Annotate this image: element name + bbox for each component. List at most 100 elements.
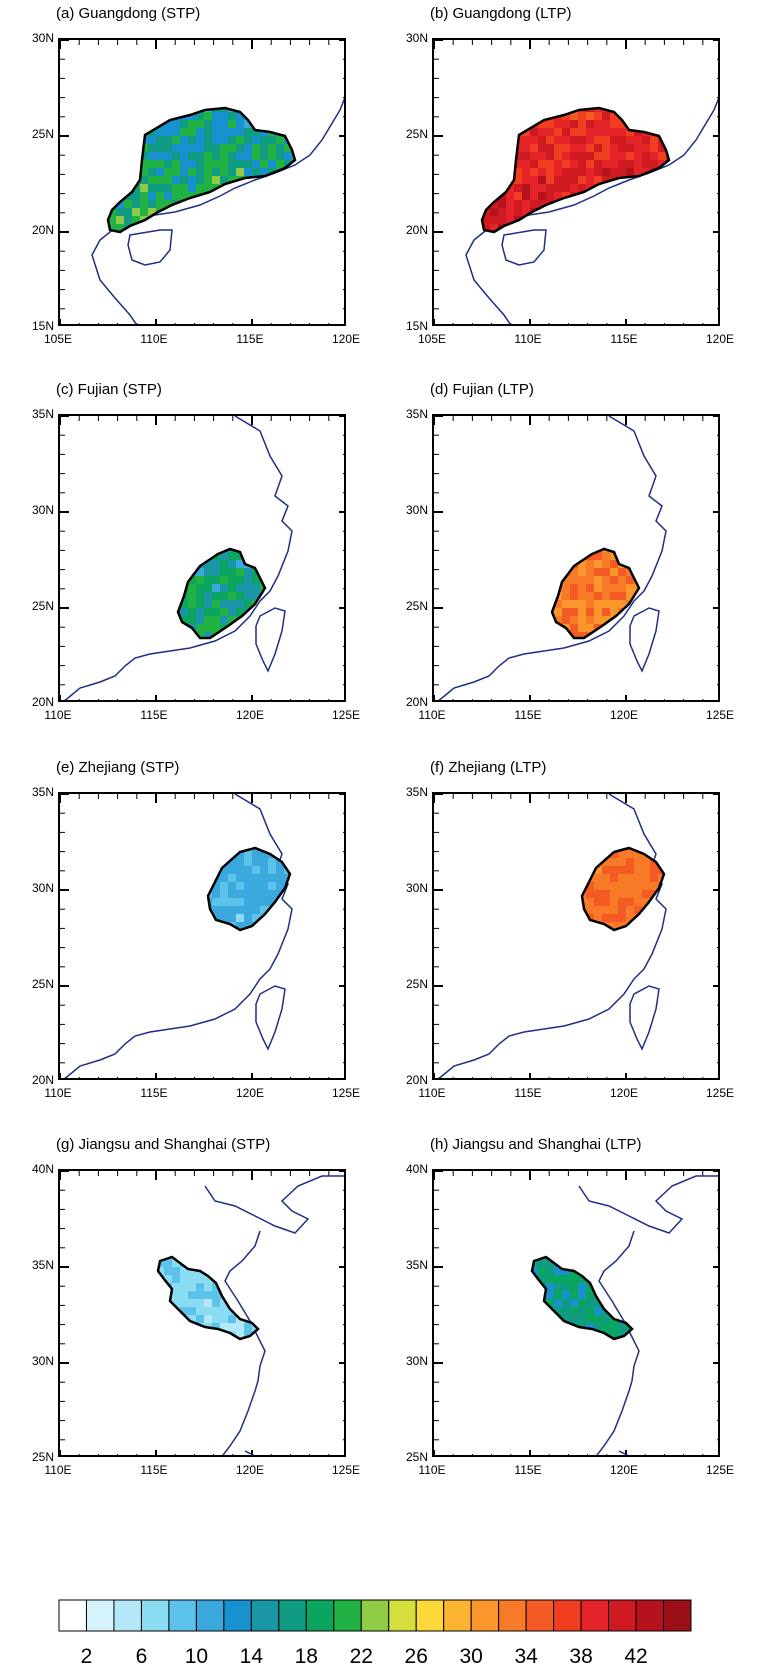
grid-cell xyxy=(172,440,180,448)
grid-cell xyxy=(682,48,690,56)
grid-cell xyxy=(228,80,236,88)
grid-cell xyxy=(594,144,602,152)
grid-cell xyxy=(434,40,442,48)
grid-cell xyxy=(570,648,578,656)
grid-cell xyxy=(324,264,332,272)
grid-cell xyxy=(490,472,498,480)
grid-cell xyxy=(300,592,308,600)
grid-cell xyxy=(156,232,164,240)
grid-cell xyxy=(60,248,68,256)
grid-cell xyxy=(650,108,658,112)
grid-cell xyxy=(618,56,626,64)
grid-cell xyxy=(530,432,538,440)
grid-cell xyxy=(236,448,244,456)
longitude-tick-label: 120E xyxy=(331,332,361,346)
grid-cell xyxy=(650,56,658,64)
grid-cell xyxy=(690,224,698,232)
grid-cell xyxy=(450,256,458,264)
grid-cell xyxy=(586,152,594,160)
grid-cell xyxy=(666,40,674,48)
grid-cell xyxy=(244,128,252,136)
grid-cell xyxy=(276,64,284,72)
grid-cell xyxy=(442,648,450,656)
grid-cell xyxy=(490,560,498,568)
grid-cell xyxy=(260,488,268,496)
grid-cell xyxy=(682,272,690,280)
grid-cell xyxy=(474,664,482,672)
grid-cell xyxy=(268,240,276,248)
grid-cell xyxy=(340,624,346,632)
grid-cell xyxy=(220,136,228,144)
map-panel xyxy=(432,38,720,326)
grid-cell xyxy=(68,664,76,672)
grid-cell xyxy=(482,544,490,552)
grid-cell xyxy=(300,456,308,464)
grid-cell xyxy=(458,672,466,680)
grid-cell xyxy=(626,304,634,312)
grid-cell xyxy=(116,568,124,576)
grid-cell xyxy=(244,248,252,256)
grid-cell xyxy=(284,304,292,312)
grid-cell xyxy=(300,432,308,440)
grid-cell xyxy=(442,80,450,88)
grid-cell xyxy=(156,440,164,448)
grid-cell xyxy=(76,656,84,664)
grid-cell xyxy=(538,472,546,480)
grid-cell xyxy=(100,176,108,184)
grid-cell xyxy=(252,440,260,448)
grid-cell xyxy=(284,152,292,160)
grid-cell xyxy=(562,552,570,560)
grid-cell xyxy=(714,128,720,136)
grid-cell xyxy=(442,464,450,472)
grid-cell xyxy=(458,136,466,144)
grid-cell xyxy=(164,608,172,616)
grid-cell xyxy=(562,576,570,584)
grid-cell xyxy=(172,240,180,248)
grid-cell xyxy=(482,304,490,312)
grid-cell xyxy=(586,504,594,512)
grid-cell xyxy=(634,216,642,224)
grid-cell xyxy=(252,136,260,144)
grid-cell xyxy=(140,576,148,584)
grid-cell xyxy=(220,472,228,480)
grid-cell xyxy=(84,648,92,656)
grid-cell xyxy=(530,552,538,560)
grid-cell xyxy=(530,296,538,304)
grid-cell xyxy=(148,448,156,456)
grid-cell xyxy=(228,520,236,528)
grid-cell xyxy=(324,480,332,488)
grid-cell xyxy=(84,552,92,560)
grid-cell xyxy=(100,464,108,472)
grid-cell xyxy=(140,208,148,216)
grid-cell xyxy=(132,216,140,224)
grid-cell xyxy=(530,312,538,320)
grid-cell xyxy=(148,632,156,640)
grid-cell xyxy=(100,544,108,552)
grid-cell xyxy=(482,584,490,592)
grid-cell xyxy=(252,320,260,326)
grid-cell xyxy=(116,600,124,608)
grid-cell xyxy=(252,416,260,424)
grid-cell xyxy=(562,216,570,224)
grid-cell xyxy=(124,232,132,240)
grid-cell xyxy=(674,88,682,96)
grid-cell xyxy=(268,528,276,536)
grid-cell xyxy=(196,464,204,472)
grid-cell xyxy=(578,520,586,528)
grid-cell xyxy=(626,48,634,56)
grid-cell xyxy=(570,112,578,120)
grid-cell xyxy=(450,416,458,424)
grid-cell xyxy=(220,96,228,104)
grid-cell xyxy=(204,264,212,272)
grid-cell xyxy=(690,64,698,72)
grid-cell xyxy=(474,488,482,496)
grid-cell xyxy=(84,424,92,432)
grid-cell xyxy=(706,160,714,168)
grid-cell xyxy=(706,248,714,256)
grid-cell xyxy=(482,608,490,616)
grid-cell xyxy=(514,576,522,584)
grid-cell xyxy=(172,176,180,184)
grid-cell xyxy=(482,560,490,568)
grid-cell xyxy=(196,664,204,672)
grid-cell xyxy=(292,264,300,272)
